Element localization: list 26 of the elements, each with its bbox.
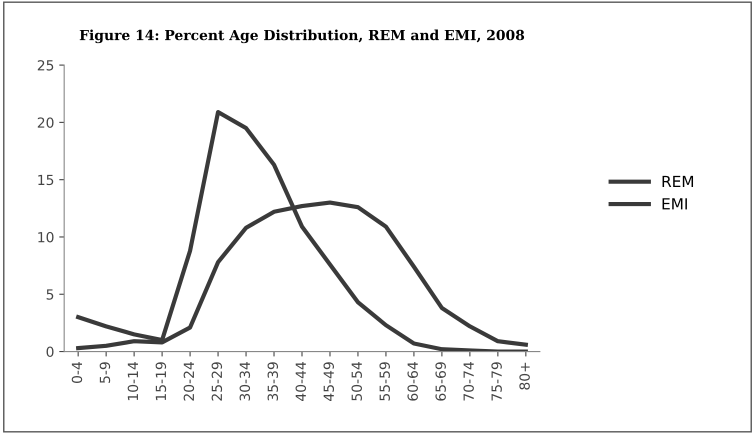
legend-label: REM xyxy=(662,176,694,187)
y-tick-label: 10 xyxy=(38,232,54,242)
legend-label: EMI xyxy=(662,198,687,210)
y-tick-label: 25 xyxy=(38,60,54,71)
x-tick-label: 10-14 xyxy=(128,362,138,400)
x-tick-label: 20-24 xyxy=(184,362,194,401)
x-tick-label: 5-9 xyxy=(100,362,110,383)
x-tick-label: 65-69 xyxy=(435,362,446,401)
x-tick-label: 15-19 xyxy=(156,362,166,400)
x-tick-label: 75-79 xyxy=(491,362,502,400)
x-tick-label: 35-39 xyxy=(268,362,278,401)
x-tick-label: 30-34 xyxy=(240,362,250,401)
chart-title: Figure 14: Percent Age Distribution, REM and EMI, 2008 xyxy=(80,30,524,44)
x-tick-label: 25-29 xyxy=(212,362,222,401)
y-tick-label: 0 xyxy=(46,346,54,358)
x-tick-label: 80+ xyxy=(519,362,530,390)
y-tick-label: 20 xyxy=(38,117,54,128)
x-tick-label: 40-44 xyxy=(296,362,306,401)
x-tick-label: 60-64 xyxy=(407,362,418,401)
x-tick-label: 45-49 xyxy=(324,362,334,401)
x-tick-label: 70-74 xyxy=(463,362,474,400)
x-tick-label: 0-4 xyxy=(72,362,82,384)
y-tick-label: 15 xyxy=(38,174,54,186)
y-tick-label: 5 xyxy=(46,289,54,300)
x-tick-label: 50-54 xyxy=(351,362,362,401)
x-tick-label: 55-59 xyxy=(379,362,390,401)
